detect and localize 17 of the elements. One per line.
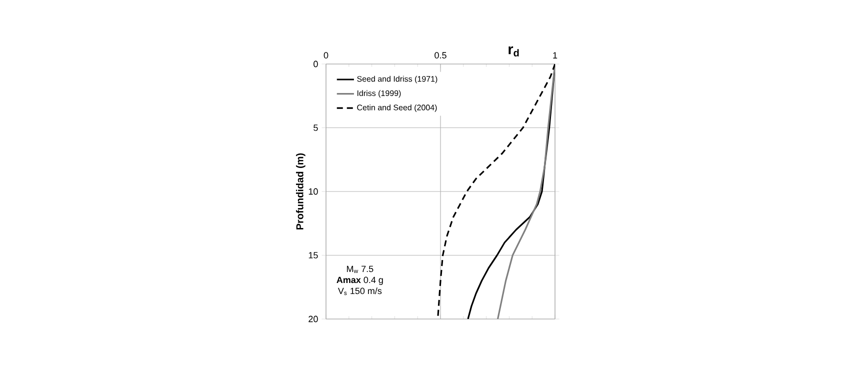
y-tick-label: 10 <box>308 188 318 195</box>
annotation: Amax 0.4 g <box>336 276 383 285</box>
legend-label: Idriss (1999) <box>357 90 401 98</box>
annotation: V$_{s}$ 150 m/s <box>338 287 382 296</box>
x-tick-label: 1 <box>553 52 558 58</box>
x-axis-title: r$_{d}$ <box>508 46 519 56</box>
line-series <box>496 64 556 319</box>
y-tick-label: 5 <box>314 124 318 131</box>
legend-label: Seed and Idriss (1971) <box>357 76 438 84</box>
y-axis-title: Profundidad (m) <box>296 153 306 230</box>
y-tick-label: 15 <box>308 252 318 258</box>
annotation: M$_{w}$ 7.5 <box>346 266 374 274</box>
y-tick-label: 20 <box>308 316 318 322</box>
y-tick-label: 0 <box>314 60 318 68</box>
x-tick-label: 0.5 <box>434 52 446 58</box>
legend-label: Cetin and Seed (2004) <box>357 104 437 112</box>
x-tick-label: 0 <box>324 52 328 58</box>
